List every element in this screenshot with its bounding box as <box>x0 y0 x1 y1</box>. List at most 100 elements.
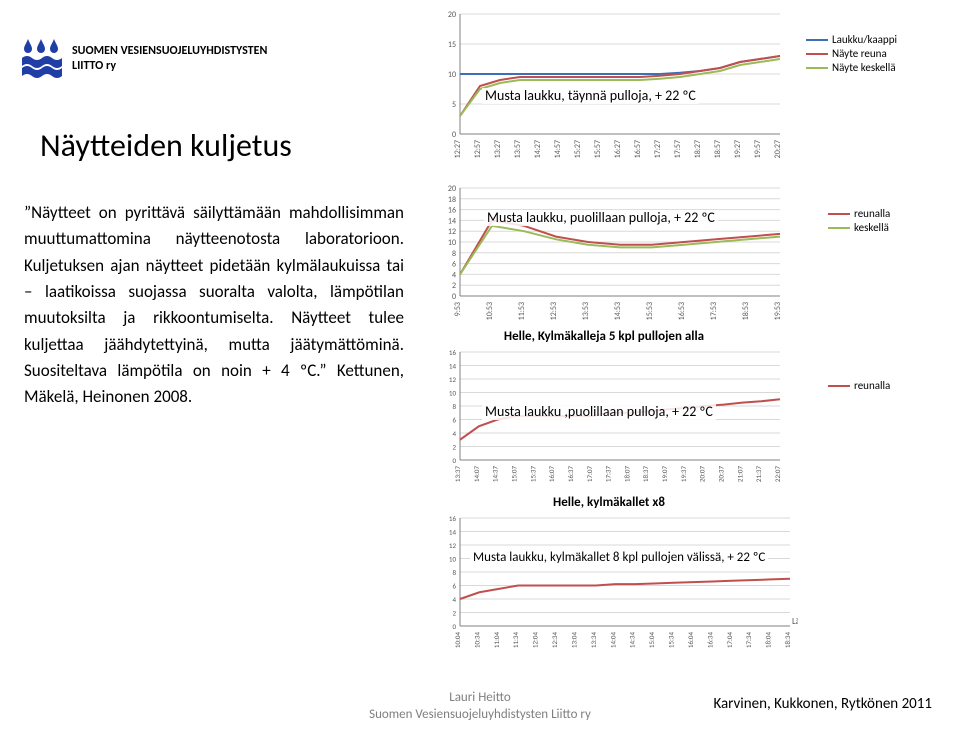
svg-text:11:53: 11:53 <box>517 302 527 320</box>
svg-text:15:04: 15:04 <box>647 632 656 649</box>
svg-text:17:27: 17:27 <box>653 140 663 158</box>
svg-text:21:37: 21:37 <box>754 466 763 483</box>
svg-text:12:04: 12:04 <box>531 632 540 649</box>
chart-2-legend: reunalla keskellä <box>828 208 890 236</box>
svg-text:12: 12 <box>449 541 457 550</box>
svg-text:14: 14 <box>448 216 456 226</box>
chart-3-overlay-title: Musta laukku ,puolillaan pulloja, + 22 º… <box>482 404 716 420</box>
svg-text:13:34: 13:34 <box>589 632 598 649</box>
svg-text:16:34: 16:34 <box>705 632 714 649</box>
svg-text:18:27: 18:27 <box>693 140 703 158</box>
svg-text:13:27: 13:27 <box>493 140 503 158</box>
svg-text:16: 16 <box>449 348 457 357</box>
water-drops-logo-icon <box>20 36 66 82</box>
svg-text:10: 10 <box>449 555 457 564</box>
svg-text:17:53: 17:53 <box>709 302 719 320</box>
svg-text:0: 0 <box>452 130 456 140</box>
svg-text:11:34: 11:34 <box>511 632 520 649</box>
svg-text:13:53: 13:53 <box>581 302 591 320</box>
chart-3-legend: reunalla <box>828 380 890 394</box>
svg-text:13:57: 13:57 <box>513 140 523 158</box>
chart-3-static-title: Helle, Kylmäkalleja 5 kpl pullojen alla <box>420 330 788 343</box>
svg-text:0: 0 <box>452 622 456 631</box>
svg-text:19:53: 19:53 <box>773 302 783 320</box>
svg-text:18:57: 18:57 <box>713 140 723 158</box>
svg-text:18:04: 18:04 <box>764 632 773 649</box>
chart-1: 0510152012:2712:5713:2713:5714:2714:5715… <box>420 8 788 170</box>
svg-text:16:27: 16:27 <box>613 140 623 158</box>
svg-text:2: 2 <box>452 443 456 452</box>
svg-text:2: 2 <box>452 281 456 291</box>
svg-text:16: 16 <box>448 206 456 216</box>
svg-text:12: 12 <box>449 375 457 384</box>
svg-text:14:37: 14:37 <box>491 466 500 483</box>
svg-text:13:04: 13:04 <box>569 632 578 649</box>
svg-text:18:37: 18:37 <box>641 466 650 483</box>
svg-text:19:57: 19:57 <box>753 140 763 158</box>
chart-1-legend: Laukku/kaappi Näyte reuna Näyte keskellä <box>806 34 897 76</box>
svg-text:15:57: 15:57 <box>593 140 603 158</box>
org-name-line2: LIITTO ry <box>72 59 116 73</box>
chart-4: Helle, kylmäkallet x8 024681012141610:04… <box>420 498 798 662</box>
svg-text:17:07: 17:07 <box>585 466 594 483</box>
svg-text:14:53: 14:53 <box>613 302 623 320</box>
chart-4-static-title: Helle, kylmäkallet x8 <box>420 496 798 509</box>
svg-text:15:37: 15:37 <box>528 466 537 483</box>
svg-text:14:27: 14:27 <box>533 140 543 158</box>
svg-text:4: 4 <box>452 270 456 280</box>
svg-text:12:57: 12:57 <box>473 140 483 158</box>
svg-text:19:07: 19:07 <box>660 466 669 483</box>
svg-text:19:27: 19:27 <box>733 140 743 158</box>
svg-text:6: 6 <box>452 416 456 425</box>
org-name-line1: SUOMEN VESIENSUOJELUYHDISTYSTEN <box>72 44 267 58</box>
svg-text:15:53: 15:53 <box>645 302 655 320</box>
svg-text:15:34: 15:34 <box>667 632 676 649</box>
svg-text:14:34: 14:34 <box>628 632 637 649</box>
footer-source: Karvinen, Kukkonen, Rytkönen 2011 <box>713 695 932 715</box>
chart-2-overlay-title: Musta laukku, puolillaan pulloja, + 22 º… <box>484 210 718 226</box>
svg-text:18: 18 <box>448 195 456 205</box>
svg-text:14: 14 <box>449 528 457 537</box>
svg-text:8: 8 <box>452 402 456 411</box>
svg-text:8: 8 <box>452 249 456 259</box>
body-paragraph: ”Näytteet on pyrittävä säilyttämään mahd… <box>24 200 404 411</box>
svg-text:8: 8 <box>452 568 456 577</box>
svg-text:18:34: 18:34 <box>783 632 792 649</box>
svg-text:4: 4 <box>452 595 456 604</box>
svg-text:16:37: 16:37 <box>566 466 575 483</box>
header-logo-block: SUOMEN VESIENSUOJELUYHDISTYSTEN LIITTO r… <box>20 36 267 82</box>
chart1-legend-1: Näyte reuna <box>832 48 887 59</box>
svg-text:12:34: 12:34 <box>550 632 559 649</box>
chart-2-plot: 024681012141618209:5310:5311:5312:5313:5… <box>420 182 788 332</box>
footer-author: Lauri Heitto <box>449 690 511 705</box>
svg-text:17:04: 17:04 <box>725 632 734 649</box>
chart1-legend-0: Laukku/kaappi <box>832 34 897 45</box>
svg-text:10: 10 <box>448 70 456 80</box>
chart2-legend-1: keskellä <box>854 222 889 233</box>
svg-text:2: 2 <box>452 609 456 618</box>
svg-text:12:53: 12:53 <box>549 302 559 320</box>
chart-1-overlay-title: Musta laukku, täynnä pulloja, + 22 ºC <box>482 88 699 104</box>
svg-text:13:37: 13:37 <box>453 466 462 483</box>
chart1-legend-2: Näyte keskellä <box>832 62 896 73</box>
svg-text:0: 0 <box>452 456 456 465</box>
svg-text:22:07: 22:07 <box>773 466 782 483</box>
slide: SUOMEN VESIENSUOJELUYHDISTYSTEN LIITTO r… <box>0 0 960 738</box>
svg-text:20: 20 <box>448 10 456 20</box>
svg-text:20: 20 <box>448 184 456 194</box>
svg-text:12:27: 12:27 <box>453 140 463 158</box>
svg-text:4: 4 <box>452 429 456 438</box>
svg-text:18:53: 18:53 <box>741 302 751 320</box>
svg-text:6: 6 <box>452 582 456 591</box>
svg-text:21:07: 21:07 <box>735 466 744 483</box>
svg-text:14:07: 14:07 <box>472 466 481 483</box>
org-name: SUOMEN VESIENSUOJELUYHDISTYSTEN LIITTO r… <box>72 44 267 74</box>
svg-text:10: 10 <box>449 389 457 398</box>
svg-text:16:53: 16:53 <box>677 302 687 320</box>
svg-text:14:57: 14:57 <box>553 140 563 158</box>
svg-text:10: 10 <box>448 238 456 248</box>
chart-2: 024681012141618209:5310:5311:5312:5313:5… <box>420 182 788 332</box>
svg-text:19:37: 19:37 <box>679 466 688 483</box>
chart-3-plot: 024681012141613:3714:0714:3715:0715:3716… <box>420 346 788 496</box>
svg-text:5: 5 <box>452 100 456 110</box>
